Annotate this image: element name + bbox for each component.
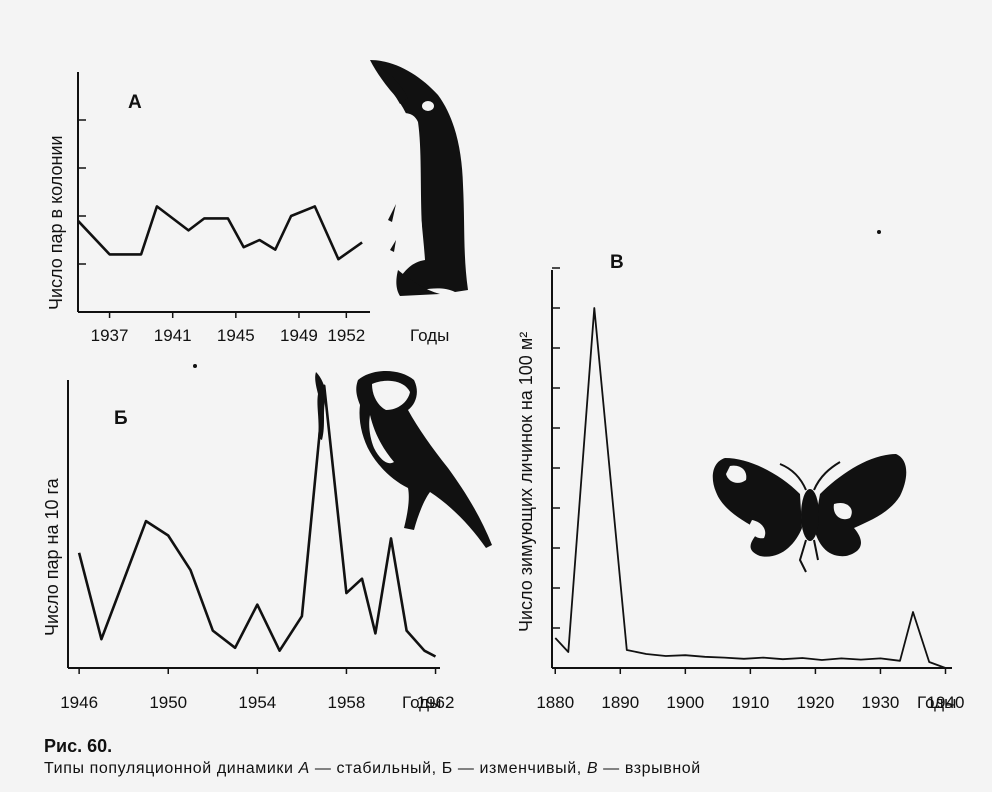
chart-v-x-tick-label: 1880: [536, 693, 574, 712]
chart-b-letter: Б: [114, 408, 128, 429]
chart-b-x-label: Годы: [402, 693, 441, 712]
chart-v-y-ticks: [552, 267, 560, 629]
chart-v-x-label: Годы: [917, 693, 956, 712]
chart-a-x-tick-label: 1949: [280, 326, 318, 345]
chart-a-series-line: [77, 205, 363, 261]
chart-b-x-ticks: 1946 1950 1954 1958 1962: [60, 668, 454, 712]
caption-title: Рис. 60.: [44, 736, 113, 756]
chart-v-y-label: Число зимующих личинок на 100 м²: [516, 332, 536, 632]
chart-a-x-tick-label: 1937: [91, 326, 129, 345]
chart-a-y-ticks: [78, 119, 86, 265]
caption-prefix: Типы популяционной динамики: [44, 760, 299, 777]
caption-text-v: — взрывной: [598, 760, 701, 777]
chart-v-series-line: [554, 307, 946, 669]
chart-v-x-tick-label: 1920: [797, 693, 835, 712]
chart-b-x-tick-label: 1950: [149, 693, 187, 712]
chart-b: 1946 1950 1954 1958 1962 Б Число пар на 10 г…: [42, 380, 454, 712]
chart-v-x-tick-label: 1930: [862, 693, 900, 712]
chart-b-x-tick-label: 1954: [238, 693, 276, 712]
chart-b-y-label: Число пар на 10 га: [42, 477, 62, 636]
chart-b-series-line: [77, 384, 437, 658]
chart-b-x-tick-label: 1962: [417, 693, 455, 712]
penguin-illustration: [370, 60, 468, 296]
chart-v-x-tick-label: 1910: [731, 693, 769, 712]
caption-letter-v: В: [586, 760, 599, 777]
chart-b-x-tick-label: 1946: [60, 693, 98, 712]
bird-illustration: [193, 364, 492, 548]
caption-letter-a: А: [298, 760, 310, 777]
chart-a: 1937 1941 1945 1949 1952 А Число пар в колон…: [46, 72, 449, 345]
chart-a-x-tick-label: 1952: [327, 326, 365, 345]
caption-text-a: — стабильный, Б — изменчивый,: [309, 760, 587, 777]
chart-v-x-tick-label: 1890: [601, 693, 639, 712]
chart-v-x-tick-label: 1940: [927, 693, 965, 712]
chart-v-x-tick-label: 1900: [666, 693, 704, 712]
chart-a-y-label: Число пар в колонии: [46, 135, 66, 310]
chart-a-x-label: Годы: [410, 326, 449, 345]
chart-v-x-ticks: 1880 1890 1900 1910 1920 1930 1940: [536, 668, 964, 712]
chart-v-letter: В: [610, 252, 624, 273]
chart-b-x-tick-label: 1958: [328, 693, 366, 712]
chart-a-x-tick-label: 1941: [154, 326, 192, 345]
chart-a-x-ticks: 1937 1941 1945 1949 1952: [91, 312, 365, 345]
caption-text: Типы популяционной динамики А — стабильн…: [44, 760, 701, 778]
moth-illustration: [712, 454, 907, 573]
chart-v: 1880 1890 1900 1910 1920 1930 1940 В Число зим…: [516, 230, 964, 712]
chart-a-letter: А: [128, 92, 142, 113]
chart-a-x-tick-label: 1945: [217, 326, 255, 345]
